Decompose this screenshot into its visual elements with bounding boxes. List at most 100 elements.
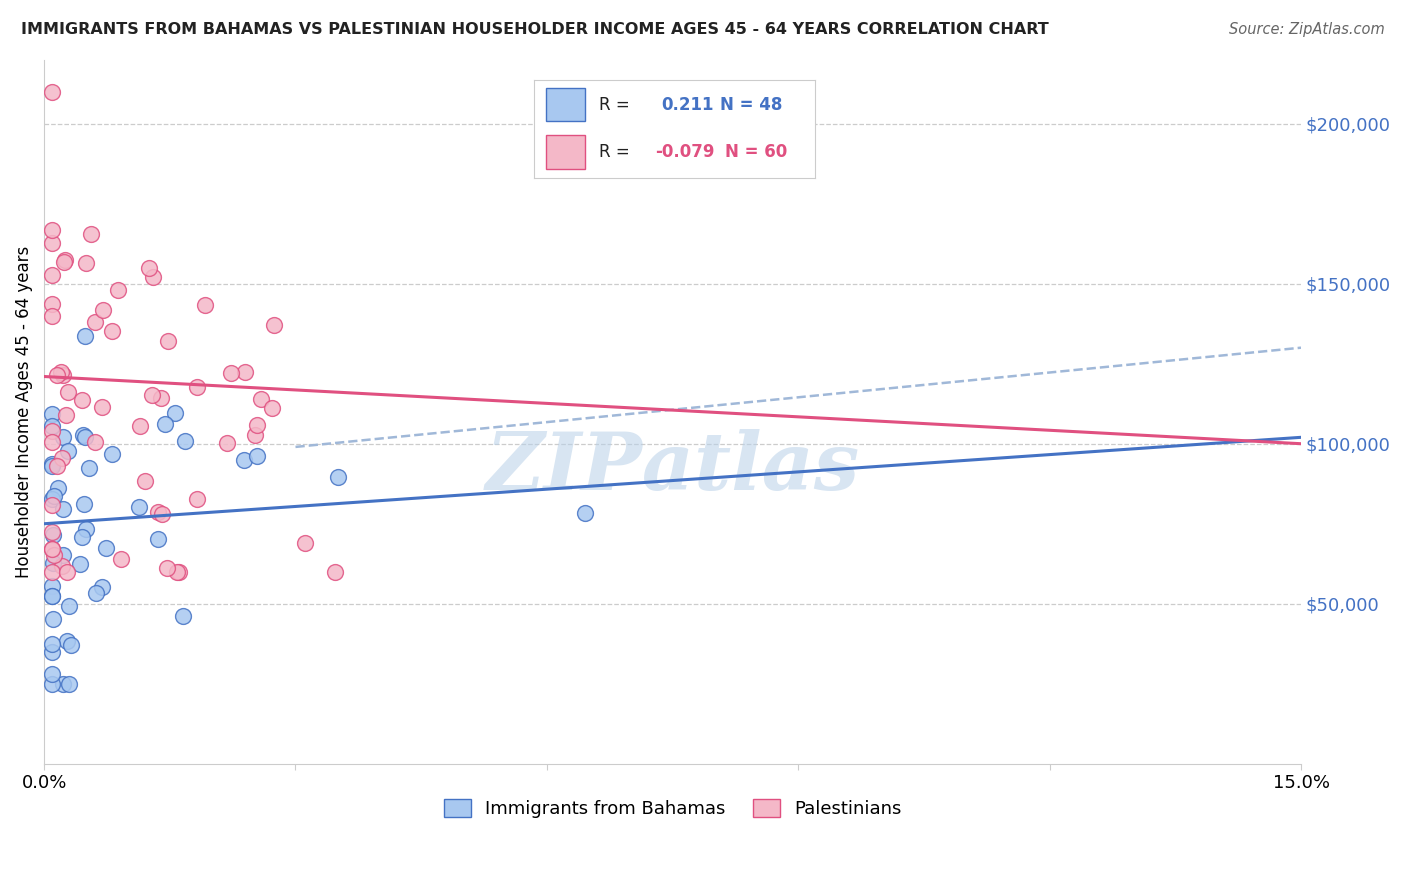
Point [72, 497, 94, 511]
Point [77, 461, 100, 475]
Point [148, 532, 170, 546]
Point [55, 408, 77, 422]
Point [58, 677, 80, 691]
Point [73, 430, 96, 444]
Point [52, 677, 75, 691]
Point [41, 424, 63, 438]
Point [41, 541, 63, 556]
Point [49, 365, 72, 379]
Point [174, 434, 197, 449]
Point [217, 436, 239, 450]
Point [41, 637, 63, 651]
Point [52, 502, 75, 516]
Point [41, 565, 63, 579]
Point [41, 235, 63, 250]
Point [41, 434, 63, 449]
Legend: Immigrants from Bahamas, Palestinians: Immigrants from Bahamas, Palestinians [436, 791, 908, 825]
Point [42, 556, 65, 570]
Point [41, 85, 63, 99]
Point [153, 417, 176, 432]
Point [169, 565, 191, 579]
Point [41, 541, 63, 556]
Point [233, 365, 256, 379]
Point [186, 491, 208, 506]
Point [84, 585, 107, 599]
Point [148, 505, 170, 519]
Point [42, 528, 65, 542]
Point [44, 489, 66, 503]
Point [84, 315, 107, 329]
Point [41, 491, 63, 506]
Point [128, 418, 150, 433]
Point [249, 392, 271, 406]
Point [142, 270, 165, 285]
Point [45, 368, 67, 382]
Point [294, 536, 316, 550]
Point [138, 260, 160, 275]
Point [41, 297, 63, 311]
Point [41, 459, 63, 474]
Text: ZIP​atlas: ZIP​atlas [485, 429, 859, 507]
Point [243, 427, 266, 442]
Point [70, 393, 93, 408]
Y-axis label: Householder Income Ages 45 - 64 years: Householder Income Ages 45 - 64 years [15, 245, 32, 578]
Point [101, 325, 124, 339]
Point [107, 283, 129, 297]
Point [134, 474, 156, 488]
Point [52, 368, 75, 383]
Point [262, 401, 284, 415]
Point [246, 418, 269, 433]
Point [41, 677, 63, 691]
Point [73, 329, 96, 343]
FancyBboxPatch shape [546, 136, 585, 169]
Point [166, 565, 188, 579]
Point [41, 525, 63, 540]
Point [141, 388, 163, 402]
Point [42, 612, 65, 626]
Point [46, 481, 69, 495]
Point [56, 444, 79, 458]
Point [221, 367, 243, 381]
Point [186, 380, 208, 394]
Point [41, 419, 63, 434]
Point [41, 667, 63, 681]
Point [52, 548, 75, 562]
Text: -0.079: -0.079 [655, 143, 714, 161]
Point [58, 599, 80, 614]
Point [90, 580, 112, 594]
Point [326, 469, 349, 483]
Point [55, 565, 77, 579]
Point [51, 559, 73, 574]
Text: R =: R = [599, 95, 636, 114]
Point [41, 223, 63, 237]
Point [41, 589, 63, 603]
Point [79, 227, 101, 241]
Point [150, 507, 173, 521]
Point [41, 645, 63, 659]
Point [94, 541, 117, 555]
Point [70, 530, 93, 544]
Point [53, 253, 76, 268]
Point [41, 268, 63, 282]
Point [46, 459, 69, 474]
Point [323, 565, 346, 579]
Point [156, 561, 179, 575]
Point [69, 557, 91, 571]
Point [75, 255, 97, 269]
Point [574, 507, 596, 521]
Point [128, 500, 150, 514]
Point [72, 428, 94, 442]
Text: IMMIGRANTS FROM BAHAMAS VS PALESTINIAN HOUSEHOLDER INCOME AGES 45 - 64 YEARS COR: IMMIGRANTS FROM BAHAMAS VS PALESTINIAN H… [21, 22, 1049, 37]
Point [149, 391, 172, 405]
Point [91, 400, 114, 414]
Point [41, 309, 63, 323]
Point [110, 551, 132, 566]
Point [53, 255, 76, 269]
Point [41, 579, 63, 593]
Point [75, 522, 97, 536]
Point [101, 446, 124, 460]
FancyBboxPatch shape [546, 88, 585, 121]
Text: N = 48: N = 48 [720, 95, 782, 114]
Text: Source: ZipAtlas.com: Source: ZipAtlas.com [1229, 22, 1385, 37]
Point [263, 318, 285, 332]
